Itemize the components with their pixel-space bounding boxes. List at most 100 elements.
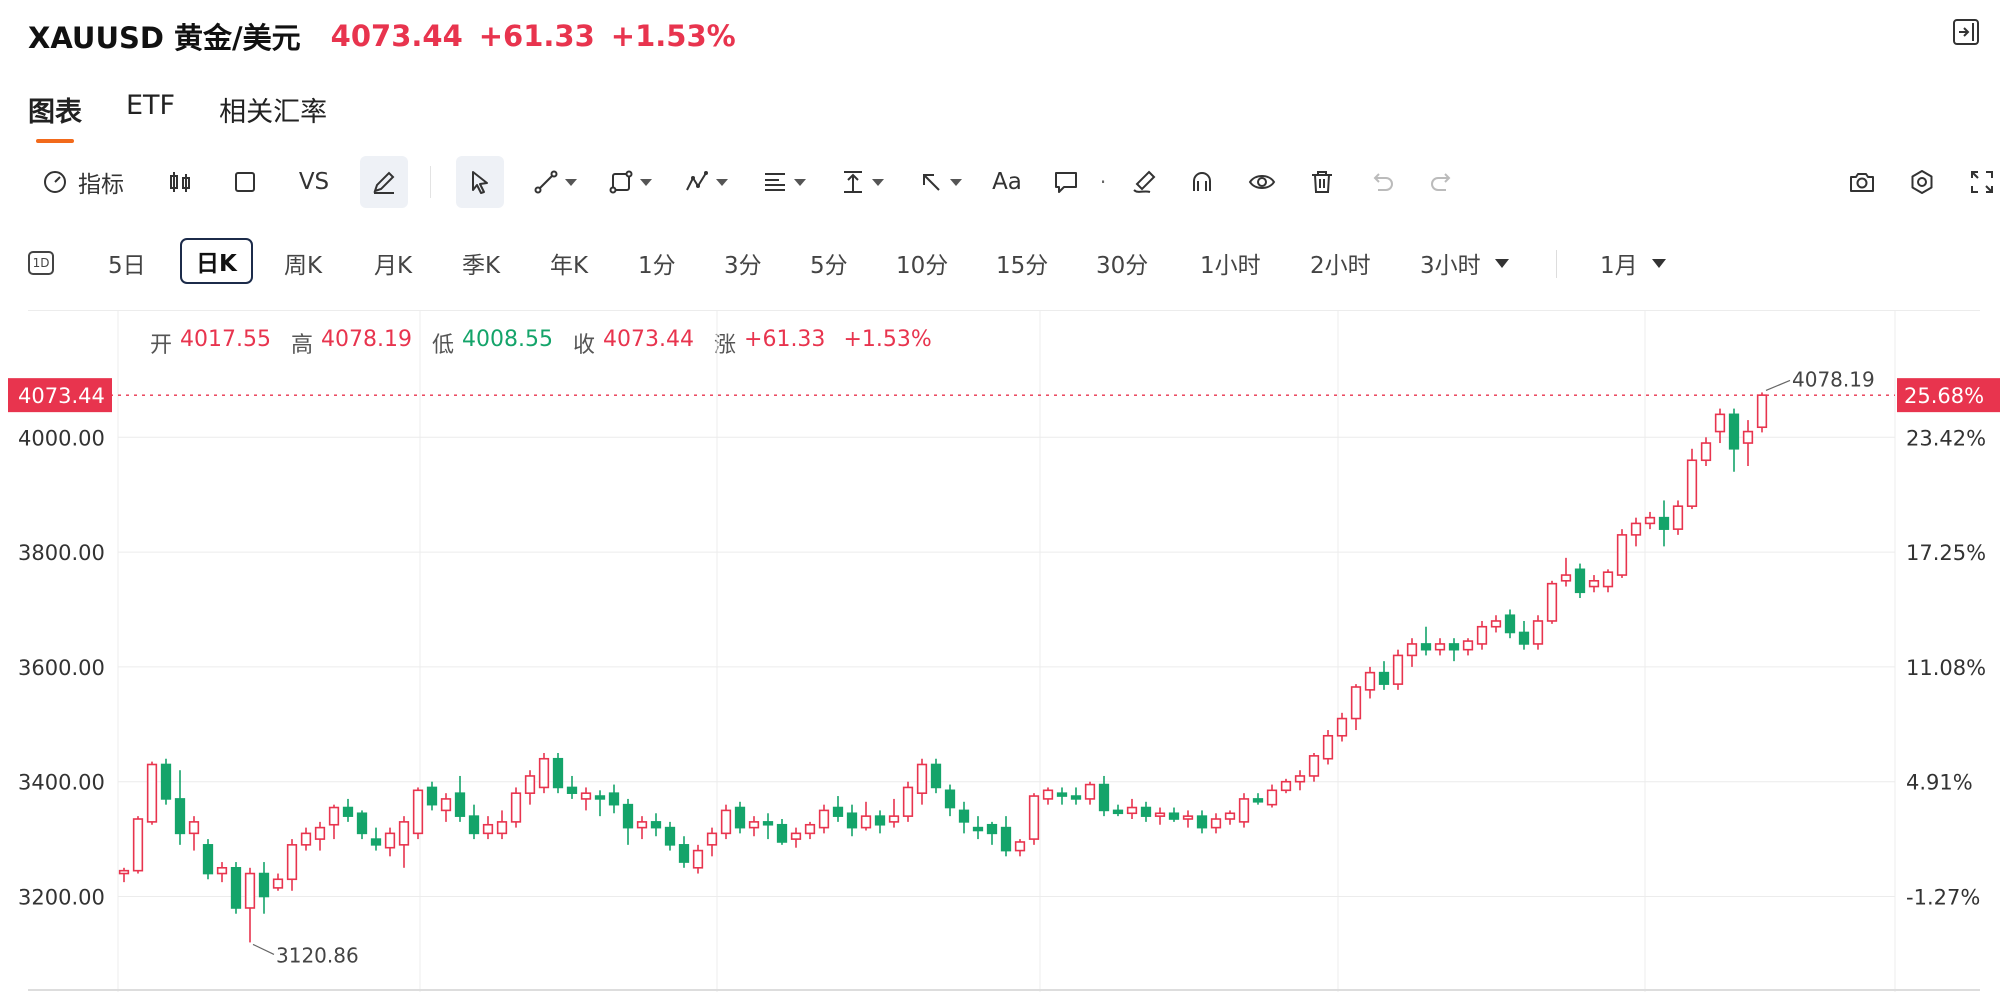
candle-body: [776, 823, 788, 843]
pct-tick-label: 4.91%: [1906, 771, 1973, 795]
candle-body: [1238, 798, 1250, 823]
pen-icon: [373, 171, 395, 194]
fib-tool[interactable]: [754, 156, 814, 208]
candle-body: [930, 763, 942, 789]
low-label: 低: [432, 333, 455, 358]
tab-etf[interactable]: ETF: [126, 90, 176, 121]
screenshot-button[interactable]: [1842, 156, 1882, 208]
candle-body: [664, 826, 676, 846]
chevron-down-icon: [1651, 258, 1666, 268]
min-annotation-line: [252, 943, 275, 955]
arrow-tool[interactable]: [910, 156, 970, 208]
main-tabs: 图表 ETF 相关汇率: [28, 90, 371, 143]
candle-body: [216, 866, 228, 875]
candle-body: [1700, 442, 1712, 462]
candle-body: [804, 823, 816, 835]
candle-body: [272, 878, 284, 889]
tf-1h[interactable]: 1小时: [1200, 253, 1261, 279]
settings-button[interactable]: [1902, 156, 1942, 208]
pattern-icon: [686, 171, 708, 191]
candle-body: [1714, 413, 1726, 433]
candle-body: [1224, 812, 1236, 820]
pattern-tool[interactable]: [676, 156, 736, 208]
candle-body: [118, 869, 130, 875]
delete-drawings-tool[interactable]: [1302, 156, 1342, 208]
candle-body: [1364, 671, 1376, 691]
indicators-button[interactable]: 指标: [28, 156, 138, 208]
brush-tool[interactable]: [1122, 156, 1166, 208]
candle-body: [1490, 620, 1502, 628]
candle-body: [160, 763, 172, 800]
candle-body: [1070, 795, 1082, 800]
trendline-tool[interactable]: [525, 156, 585, 208]
magnet-icon: [1193, 172, 1211, 191]
layout-button[interactable]: [225, 156, 265, 208]
trendline-icon: [534, 170, 558, 194]
candle-body: [720, 809, 732, 835]
undo-button[interactable]: [1362, 156, 1402, 208]
tf-5min[interactable]: 5分: [810, 253, 848, 279]
candle-body: [748, 821, 760, 829]
tf-quarterly[interactable]: 季K: [462, 253, 501, 279]
redo-icon: [1431, 173, 1451, 191]
text-tool[interactable]: Aa: [992, 169, 1022, 195]
tf-daily[interactable]: 日K: [180, 238, 253, 284]
tab-related-fx[interactable]: 相关汇率: [219, 97, 328, 128]
tf-weekly[interactable]: 周K: [284, 253, 323, 279]
draw-toggle-button[interactable]: [360, 156, 408, 208]
comment-tool[interactable]: [1046, 156, 1086, 208]
tf-30min[interactable]: 30分: [1096, 253, 1149, 279]
tf-3h-dropdown[interactable]: 3小时: [1420, 238, 1509, 288]
tf-5d[interactable]: 5日: [108, 253, 146, 279]
fullscreen-button[interactable]: [1962, 156, 2000, 208]
candle-body: [370, 838, 382, 846]
compare-button[interactable]: VS: [298, 169, 330, 195]
tf-3h-label: 3小时: [1420, 253, 1481, 279]
candle-body: [1112, 809, 1124, 815]
candle-body: [1560, 574, 1572, 582]
candle-body: [440, 798, 452, 812]
shape-tool[interactable]: [600, 156, 660, 208]
brush-icon: [1133, 170, 1156, 193]
cursor-icon: [472, 171, 488, 194]
y-tick-label: 3800.00: [18, 541, 105, 565]
redo-button[interactable]: [1422, 156, 1462, 208]
candle-body: [1308, 755, 1320, 777]
eye-icon: [1248, 175, 1276, 189]
candle-body: [146, 763, 158, 823]
change-label: 涨: [714, 333, 737, 358]
tf-yearly[interactable]: 年K: [550, 253, 589, 279]
candle-body: [594, 795, 606, 800]
measure-tool[interactable]: [832, 156, 892, 208]
tf-monthly[interactable]: 月K: [374, 253, 413, 279]
cursor-tool[interactable]: [456, 156, 504, 208]
tf-2h[interactable]: 2小时: [1310, 253, 1371, 279]
exit-panel-icon[interactable]: [1952, 18, 1980, 46]
candle-body: [1000, 826, 1012, 852]
max-annotation-line: [1765, 379, 1791, 391]
visibility-tool[interactable]: [1242, 156, 1282, 208]
candle-body: [328, 806, 340, 826]
intraday-1d-button[interactable]: 1D: [28, 238, 54, 288]
pct-tick-label: 11.08%: [1906, 656, 1986, 680]
chart-type-button[interactable]: [160, 156, 200, 208]
tab-chart[interactable]: 图表: [28, 90, 82, 143]
range-dropdown[interactable]: 1月: [1600, 238, 1666, 288]
candle-body: [1406, 643, 1418, 657]
candle-body: [1392, 654, 1404, 685]
tf-1min[interactable]: 1分: [638, 253, 676, 279]
tf-10min[interactable]: 10分: [896, 253, 949, 279]
last-pct-tag-label: 25.68%: [1904, 384, 1984, 408]
change-value: +61.33: [744, 327, 826, 352]
tf-15min[interactable]: 15分: [996, 253, 1049, 279]
min-annotation-label: 3120.86: [276, 943, 359, 967]
candle-body: [1448, 643, 1460, 651]
pct-tick-label: -1.27%: [1906, 886, 1980, 910]
candle-body: [1280, 780, 1292, 792]
magnet-tool[interactable]: [1182, 156, 1222, 208]
tf-3min[interactable]: 3分: [724, 253, 762, 279]
candle-body: [1154, 812, 1166, 817]
candle-body: [356, 812, 368, 835]
candle-body: [244, 872, 256, 909]
